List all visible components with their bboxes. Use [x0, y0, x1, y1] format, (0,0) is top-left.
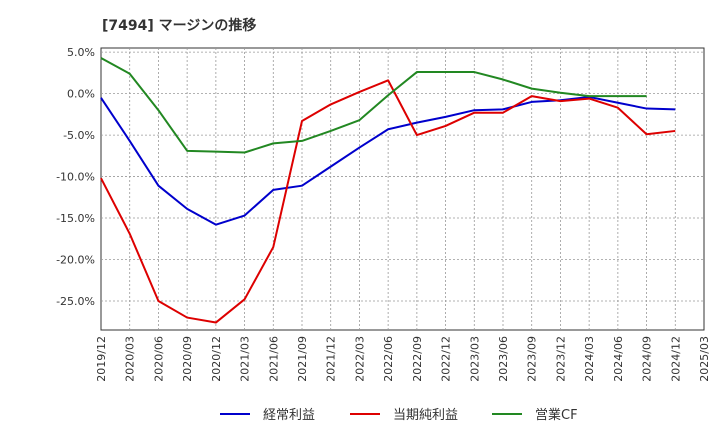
- x-tick-label: 2022/06: [382, 336, 395, 382]
- y-tick-label: -5.0%: [63, 129, 95, 142]
- y-tick-label: -20.0%: [56, 254, 95, 267]
- x-tick-label: 2020/03: [124, 336, 137, 382]
- x-tick-label: 2020/06: [152, 336, 165, 382]
- series-line-3: [100, 57, 647, 154]
- x-tick-label: 2020/12: [210, 336, 223, 382]
- y-axis: 5.0% 0.0% -5.0% -10.0% -15.0% -20.0% -25.0%: [56, 46, 95, 308]
- x-axis: 2019/12 2020/03 2020/06 2020/09 2020/12 2021/…: [95, 336, 711, 382]
- x-tick-label: 2024/09: [641, 336, 654, 382]
- x-tick-label: 2019/12: [95, 336, 108, 382]
- x-tick-label: 2020/09: [181, 336, 194, 382]
- x-tick-label: 2023/09: [526, 336, 539, 382]
- x-tick-label: 2022/12: [440, 336, 453, 382]
- y-tick-label: -25.0%: [56, 295, 95, 308]
- x-tick-label: 2024/12: [669, 336, 682, 382]
- x-tick-label: 2023/03: [468, 336, 481, 382]
- x-tick-label: 2021/12: [325, 336, 338, 382]
- legend-label: 当期純利益: [393, 408, 458, 423]
- x-tick-label: 2025/03: [698, 336, 711, 382]
- x-tick-label: 2024/03: [583, 336, 596, 382]
- x-tick-label: 2022/09: [411, 336, 424, 382]
- x-tick-label: 2021/06: [267, 336, 280, 382]
- y-tick-label: -10.0%: [56, 171, 95, 184]
- x-tick-label: 2022/03: [353, 336, 366, 382]
- y-tick-label: 0.0%: [67, 88, 95, 101]
- series-lines: [100, 57, 676, 324]
- series-line-2: [100, 79, 676, 324]
- grid: [101, 48, 704, 330]
- y-tick-label: 5.0%: [67, 46, 95, 59]
- legend-label: 経常利益: [263, 408, 315, 423]
- legend-label: 営業CF: [535, 407, 578, 423]
- plot-area: [100, 47, 705, 331]
- x-tick-label: 2024/06: [612, 336, 625, 382]
- chart-title: [7494] マージンの推移: [102, 17, 256, 34]
- x-tick-label: 2023/06: [497, 336, 510, 382]
- series-line-1: [100, 95, 676, 226]
- x-tick-label: 2023/12: [554, 336, 567, 382]
- y-tick-label: -15.0%: [56, 212, 95, 225]
- x-tick-label: 2021/03: [239, 336, 252, 382]
- x-tick-label: 2021/09: [296, 336, 309, 382]
- legend: 経常利益 当期純利益 営業CF: [220, 407, 578, 423]
